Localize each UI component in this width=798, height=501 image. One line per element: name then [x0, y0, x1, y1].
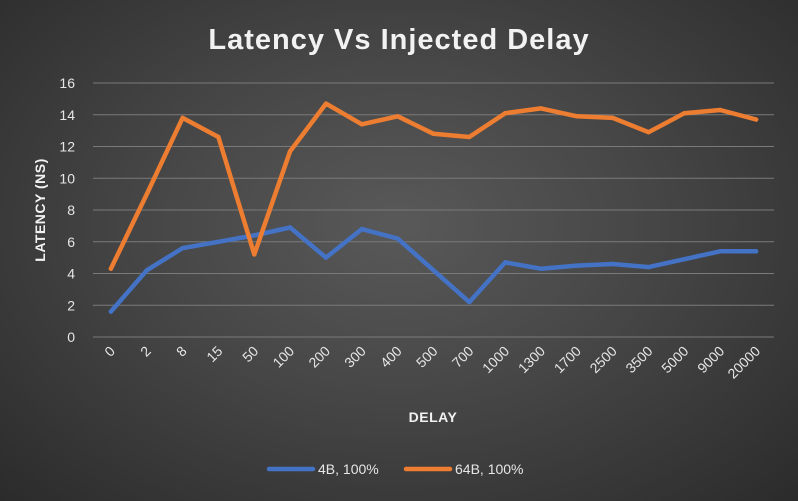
x-tick-label: 100	[269, 343, 297, 371]
x-tick-label: 500	[413, 343, 441, 371]
x-tick-label: 200	[305, 343, 333, 371]
data-point	[395, 236, 400, 241]
x-tick-label: 300	[341, 343, 369, 371]
data-point	[395, 114, 400, 119]
data-point	[718, 107, 723, 113]
y-axis-title: LATENCY (NS)	[32, 158, 48, 261]
x-axis-ticks: 0 2 8 15 50 100 200 300 400 500 700 1000 1300 1700 250…	[101, 343, 763, 382]
x-tick-label: 1000	[479, 343, 512, 376]
data-point	[180, 115, 185, 121]
data-point	[646, 130, 651, 135]
y-tick-label: 2	[67, 297, 75, 313]
x-tick-label: 2500	[586, 343, 619, 376]
x-tick-label: 15	[203, 343, 225, 365]
data-point	[144, 268, 149, 273]
legend: 4B, 100% 64B, 100%	[266, 461, 524, 477]
legend-label-0: 4B, 100%	[318, 461, 379, 477]
data-point	[108, 309, 114, 314]
chart-title: Latency Vs Injected Delay	[208, 24, 589, 56]
data-point	[753, 249, 759, 254]
y-tick-label: 6	[67, 234, 75, 250]
data-point	[610, 261, 615, 267]
data-point	[359, 122, 365, 127]
data-point	[323, 101, 329, 106]
data-point	[467, 134, 472, 140]
y-tick-label: 14	[59, 107, 75, 123]
x-tick-label: 1300	[515, 343, 548, 376]
y-tick-label: 8	[67, 202, 75, 218]
x-axis-title: DELAY	[409, 409, 458, 425]
data-point	[180, 245, 185, 251]
data-point	[431, 268, 436, 273]
y-tick-label: 4	[67, 266, 75, 282]
x-tick-label: 8	[173, 343, 190, 360]
y-tick-label: 16	[59, 75, 75, 91]
legend-label-1: 64B, 100%	[455, 461, 524, 477]
data-point	[682, 110, 687, 116]
data-point	[646, 264, 651, 270]
x-tick-label: 0	[101, 343, 118, 360]
data-point	[252, 233, 257, 238]
data-point	[718, 249, 723, 254]
data-point	[538, 266, 544, 271]
data-point	[574, 263, 580, 268]
x-tick-label: 3500	[622, 343, 655, 376]
y-axis-ticks: 0 2 4 6 8 10 12 14 16	[59, 75, 75, 345]
x-tick-label: 5000	[658, 343, 691, 376]
data-point	[431, 131, 436, 136]
data-point	[323, 255, 329, 260]
data-point	[682, 257, 687, 262]
x-tick-label: 700	[449, 343, 477, 371]
y-tick-label: 10	[59, 170, 75, 186]
x-tick-label: 2	[137, 343, 154, 360]
y-tick-label: 12	[59, 139, 75, 155]
data-point	[216, 134, 221, 140]
y-tick-label: 0	[67, 329, 75, 345]
series-lines	[108, 101, 759, 314]
data-point	[252, 252, 257, 257]
data-point	[144, 191, 149, 197]
data-point	[216, 239, 221, 244]
data-point	[287, 225, 293, 230]
data-point	[359, 226, 365, 232]
data-point	[610, 115, 615, 121]
data-point	[467, 299, 472, 305]
data-point	[753, 117, 759, 122]
data-point	[502, 260, 508, 265]
data-point	[538, 106, 544, 111]
data-point	[502, 110, 508, 116]
x-tick-label: 1700	[551, 343, 584, 376]
data-point	[287, 149, 293, 154]
x-tick-label: 9000	[694, 343, 727, 376]
data-point	[108, 266, 114, 271]
x-tick-label: 20000	[724, 343, 763, 382]
data-point	[574, 114, 580, 119]
x-tick-label: 400	[377, 343, 405, 371]
x-tick-label: 50	[239, 343, 261, 365]
